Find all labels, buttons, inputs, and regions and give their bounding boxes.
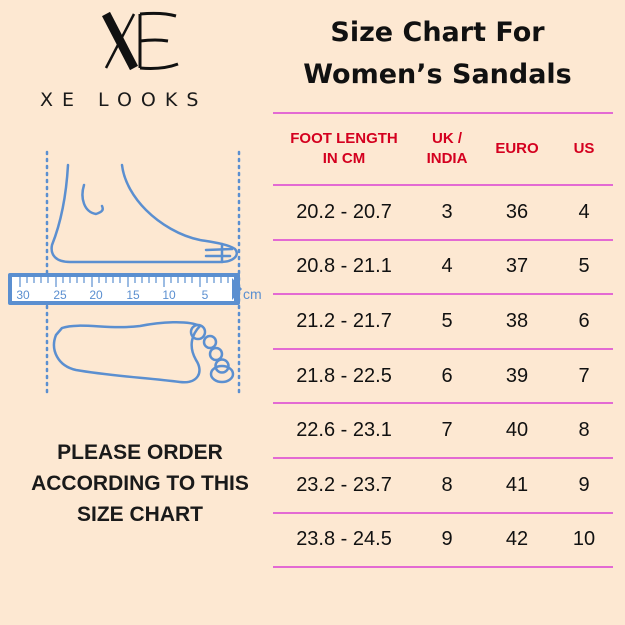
ruler-tick-label: 25: [53, 288, 67, 302]
size-chart-table: FOOT LENGTH IN CM UK / INDIA EURO US 20.2 …: [273, 112, 613, 569]
cell-uk-india: 9: [415, 512, 479, 569]
header-euro: EURO: [479, 112, 555, 186]
header-uk-india: UK / INDIA: [415, 112, 479, 186]
table-row: 22.6 - 23.1 7 40 8: [273, 403, 613, 459]
cell-us: 5: [555, 239, 613, 296]
cell-euro: 37: [479, 239, 555, 296]
cell-foot-length: 21.8 - 22.5: [273, 348, 415, 405]
ruler-icon: 30 25 20 15 10 5 cm: [8, 273, 262, 305]
cell-foot-length: 20.2 - 20.7: [273, 185, 415, 241]
cell-uk-india: 7: [415, 403, 479, 459]
cell-euro: 36: [479, 185, 555, 241]
table-header-row: FOOT LENGTH IN CM UK / INDIA EURO US: [273, 112, 613, 186]
table-row: 20.8 - 21.1 4 37 5: [273, 239, 613, 296]
header-foot-length: FOOT LENGTH IN CM: [273, 112, 415, 186]
cell-uk-india: 6: [415, 348, 479, 405]
cell-foot-length: 20.8 - 21.1: [273, 239, 415, 296]
foot-side-view-icon: [50, 163, 238, 264]
cell-uk-india: 5: [415, 294, 479, 350]
table-row: 23.8 - 24.5 9 42 10: [273, 512, 613, 569]
cell-euro: 40: [479, 403, 555, 459]
cell-us: 9: [555, 457, 613, 514]
ruler-tick-label: 5: [202, 288, 209, 302]
title-line-1: Size Chart For: [330, 17, 545, 48]
foot-measure-illustration: 30 25 20 15 10 5 cm: [8, 150, 262, 398]
order-instruction-line: PLEASE ORDER: [57, 441, 223, 464]
table-row: 21.8 - 22.5 6 39 7: [273, 348, 613, 405]
order-instruction-line: ACCORDING TO THIS: [31, 472, 249, 495]
cell-us: 8: [555, 403, 613, 459]
title-line-2: Women’s Sandals: [303, 59, 572, 90]
table-row: 20.2 - 20.7 3 36 4: [273, 185, 613, 241]
page-title: Size Chart For Women’s Sandals: [275, 12, 600, 96]
cell-uk-india: 4: [415, 239, 479, 296]
cell-us: 7: [555, 348, 613, 405]
foot-sole-view-icon: [52, 321, 235, 384]
table-row: 21.2 - 21.7 5 38 6: [273, 294, 613, 350]
header-us: US: [555, 112, 613, 186]
cell-uk-india: 8: [415, 457, 479, 514]
cell-us: 4: [555, 185, 613, 241]
brand-logo-mark: XE: [102, 11, 179, 71]
cell-euro: 41: [479, 457, 555, 514]
ruler-tick-label: 30: [16, 288, 30, 302]
cell-foot-length: 21.2 - 21.7: [273, 294, 415, 350]
cell-uk-india: 3: [415, 185, 479, 241]
order-instruction-line: SIZE CHART: [77, 503, 203, 526]
cell-us: 6: [555, 294, 613, 350]
cell-euro: 42: [479, 512, 555, 569]
ruler-tick-label: 15: [126, 288, 140, 302]
ruler-unit-label: cm: [243, 286, 262, 302]
cell-foot-length: 23.8 - 24.5: [273, 512, 415, 569]
cell-euro: 38: [479, 294, 555, 350]
table-row: 23.2 - 23.7 8 41 9: [273, 457, 613, 514]
cell-foot-length: 22.6 - 23.1: [273, 403, 415, 459]
order-instruction: PLEASE ORDER ACCORDING TO THIS SIZE CHAR…: [10, 437, 270, 530]
ruler-tick-label: 20: [89, 288, 103, 302]
cell-us: 10: [555, 512, 613, 569]
brand-name: XE LOOKS: [40, 89, 208, 111]
ruler-tick-label: 10: [162, 288, 176, 302]
cell-euro: 39: [479, 348, 555, 405]
cell-foot-length: 23.2 - 23.7: [273, 457, 415, 514]
